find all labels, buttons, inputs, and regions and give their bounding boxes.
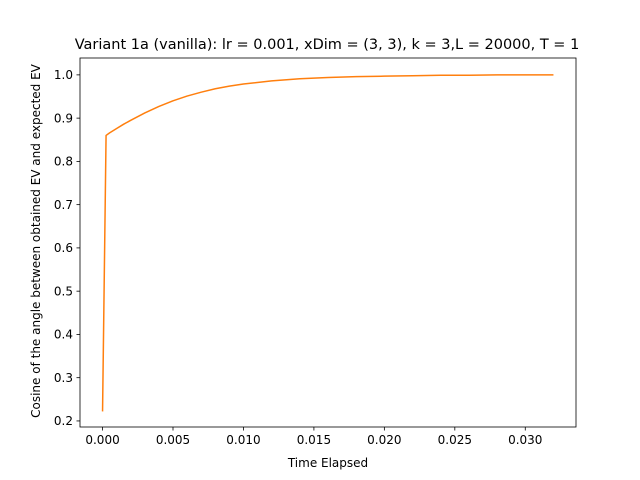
- y-tick-label: 1.0: [54, 68, 73, 82]
- y-tick-label: 0.7: [54, 198, 73, 212]
- y-axis: 0.2 0.3 0.4 0.5 0.6 0.7 0.8 0.9 1.0: [54, 68, 80, 428]
- y-tick-label: 0.5: [54, 284, 73, 298]
- y-tick-label: 0.3: [54, 371, 73, 385]
- x-tick-label: 0.020: [367, 433, 401, 447]
- axes-frame: [79, 57, 577, 428]
- x-tick-label: 0.000: [85, 433, 119, 447]
- x-tick-label: 0.005: [156, 433, 190, 447]
- x-axis-label: Time Elapsed: [287, 456, 368, 470]
- chart-title: Variant 1a (vanilla): lr = 0.001, xDim =…: [75, 37, 580, 53]
- y-tick-label: 0.8: [54, 155, 73, 169]
- y-tick-label: 0.2: [54, 414, 73, 428]
- x-tick-label: 0.030: [508, 433, 542, 447]
- y-tick-label: 0.6: [54, 241, 73, 255]
- x-tick-label: 0.025: [438, 433, 472, 447]
- plot-area: [79, 57, 577, 428]
- y-tick-label: 0.9: [54, 111, 73, 125]
- series-line-0: [101, 74, 554, 412]
- x-axis: 0.000 0.005 0.010 0.015 0.020 0.025 0.030: [85, 427, 542, 447]
- x-tick-label: 0.010: [226, 433, 260, 447]
- y-axis-label: Cosine of the angle between obtained EV …: [29, 63, 43, 418]
- y-tick-label: 0.4: [54, 328, 73, 342]
- x-tick-label: 0.015: [297, 433, 331, 447]
